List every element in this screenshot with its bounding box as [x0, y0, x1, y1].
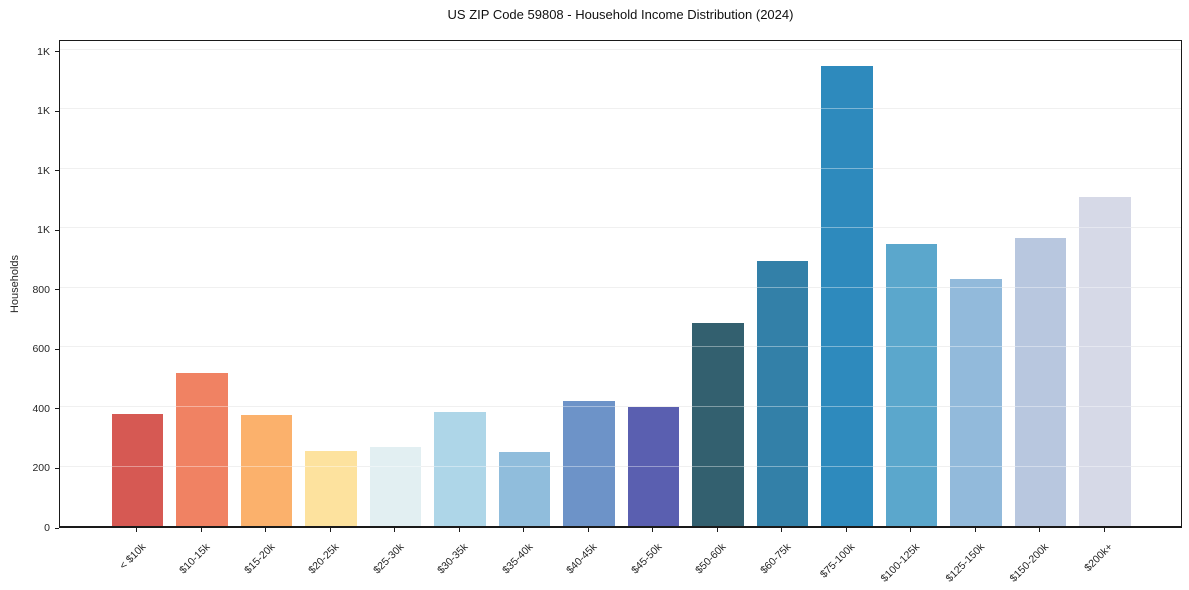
y-tick-mark — [55, 408, 59, 410]
gridline — [60, 227, 1181, 229]
bar — [821, 66, 873, 526]
y-axis-ticks: 0 200 400 600 800 1K 1K 1K 1K — [0, 40, 59, 534]
y-tick-label: 400 — [32, 402, 50, 415]
bar — [1014, 237, 1067, 526]
y-tick-label: 1K — [37, 105, 50, 118]
x-tick-label: $45-50k — [628, 541, 665, 577]
gridline — [60, 405, 1181, 407]
x-tick-mark — [587, 528, 589, 532]
x-tick-label: $10-15k — [177, 541, 213, 577]
x-tick-mark — [265, 528, 267, 532]
gridline-over — [60, 286, 1181, 288]
x-tick-label: $100-125k — [878, 541, 923, 585]
x-tick-label: $40-45k — [564, 541, 600, 577]
x-tick-label: $200k+ — [1082, 541, 1116, 575]
gridline-over — [60, 108, 1181, 110]
x-tick-mark — [845, 528, 847, 532]
y-tick-label: 800 — [32, 283, 50, 296]
x-tick-label: $35-40k — [499, 541, 536, 577]
x-tick-label: $25-30k — [370, 541, 407, 577]
bar — [111, 413, 164, 526]
x-tick-label: < $10k — [117, 541, 149, 572]
x-tick-mark — [652, 528, 654, 532]
bar — [692, 322, 744, 526]
x-tick-mark — [200, 528, 202, 532]
y-tick-mark — [55, 348, 59, 350]
x-tick-label: $60-75k — [757, 541, 794, 577]
x-tick-mark — [974, 528, 976, 532]
bar — [176, 372, 228, 526]
x-axis-ticks: < $10k $10-15k $15-20k $20-25k $25-30k $30-35… — [59, 528, 1182, 590]
gridline — [60, 465, 1181, 467]
gridline-over — [60, 465, 1181, 467]
x-tick-label: $50-60k — [693, 541, 729, 577]
gridline-over — [60, 48, 1181, 50]
gridline — [60, 108, 1181, 110]
bar — [369, 447, 422, 526]
x-tick-label: $15-20k — [241, 541, 278, 577]
bar — [950, 279, 1002, 526]
x-tick-label: $150-200k — [1007, 541, 1052, 585]
bar — [240, 415, 293, 526]
x-tick-mark — [458, 528, 460, 532]
x-tick-mark — [1103, 528, 1105, 532]
y-tick-mark — [55, 110, 59, 112]
x-tick-mark — [329, 528, 331, 532]
bar — [563, 401, 615, 526]
x-tick-mark — [781, 528, 783, 532]
x-tick-mark — [1039, 528, 1041, 532]
y-tick-label: 200 — [32, 462, 50, 475]
x-tick-mark — [136, 528, 138, 532]
y-tick-label: 0 — [44, 522, 50, 534]
gridline-over — [60, 346, 1181, 348]
x-tick-label: $30-35k — [435, 541, 471, 577]
gridline — [60, 346, 1181, 348]
bar — [434, 412, 486, 526]
bar — [627, 406, 680, 526]
gridline — [60, 286, 1181, 288]
y-tick-mark — [55, 467, 59, 469]
x-tick-mark — [910, 528, 912, 532]
y-tick-mark — [55, 289, 59, 291]
bar — [1079, 197, 1131, 526]
x-tick-mark — [523, 528, 525, 532]
x-tick-label: $75-100k — [818, 541, 858, 581]
y-tick-label: 1K — [37, 224, 50, 237]
x-tick-label: $20-25k — [306, 541, 342, 577]
y-tick-label: 1K — [37, 45, 50, 58]
bar — [498, 451, 551, 526]
bar — [305, 451, 357, 526]
bar — [756, 261, 809, 526]
x-tick-label: $125-150k — [943, 541, 987, 585]
gridline-over — [60, 227, 1181, 229]
y-tick-mark — [55, 51, 59, 53]
x-tick-mark — [716, 528, 718, 532]
gridline — [60, 48, 1181, 50]
y-tick-mark — [55, 527, 59, 529]
chart-title: US ZIP Code 59808 - Household Income Dis… — [447, 7, 794, 22]
gridline-over — [60, 405, 1181, 407]
gridline-over — [60, 167, 1181, 169]
y-tick-mark — [55, 170, 59, 172]
plot-area — [59, 40, 1182, 528]
y-tick-label: 600 — [32, 343, 50, 356]
y-tick-mark — [55, 229, 59, 231]
y-tick-label: 1K — [37, 164, 50, 177]
x-tick-mark — [394, 528, 396, 532]
bar — [885, 243, 938, 526]
gridline — [60, 167, 1181, 169]
